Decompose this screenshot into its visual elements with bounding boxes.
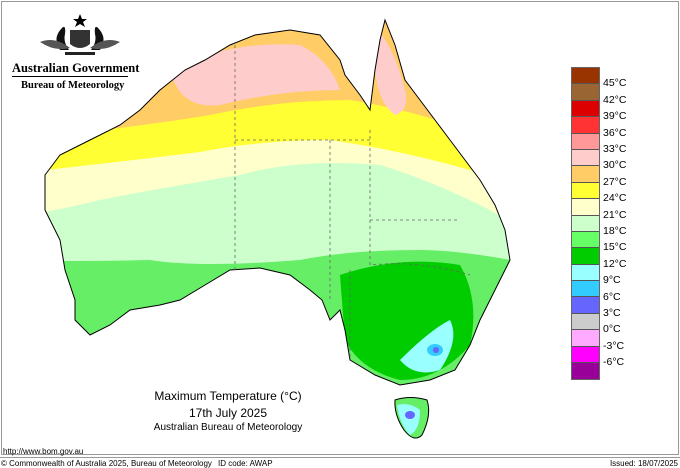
legend-swatch <box>572 68 599 85</box>
legend-label: -3°C <box>603 339 625 352</box>
map-source: Australian Bureau of Meteorology <box>153 422 303 433</box>
id-code: ID code: AWAP <box>218 459 273 468</box>
color-legend <box>571 67 600 381</box>
government-title: Australian Government <box>12 61 140 75</box>
bureau-title: Bureau of Meteorology <box>21 80 125 91</box>
legend-swatch <box>572 297 599 314</box>
legend-swatch <box>572 281 599 298</box>
band-30-33-north <box>170 44 340 106</box>
bom-url-link[interactable]: http://www.bom.gov.au <box>3 447 84 456</box>
legend-label: 3°C <box>603 307 621 319</box>
australia-coastline <box>44 18 511 386</box>
legend-swatch <box>572 182 599 200</box>
legend-label: 36°C <box>603 126 627 139</box>
legend-swatch <box>572 248 599 265</box>
legend-label: 24°C <box>603 192 627 205</box>
divider <box>12 76 128 77</box>
map-frame <box>1 1 679 455</box>
legend-swatch <box>572 117 599 134</box>
legend-label: 30°C <box>603 159 627 172</box>
band-9-12 <box>400 320 454 373</box>
coat-of-arms-logo <box>40 14 120 55</box>
legend-swatch <box>572 166 599 183</box>
legend-swatch <box>572 264 599 282</box>
temperature-map <box>44 18 511 439</box>
legend-swatch <box>572 346 599 364</box>
legend-swatch <box>572 330 599 347</box>
copyright-text: © Commonwealth of Australia 2025, Bureau… <box>1 459 212 468</box>
legend-label: 39°C <box>603 110 627 123</box>
legend-swatch <box>572 215 599 232</box>
legend-label: 18°C <box>603 225 627 237</box>
legend-swatch <box>572 133 599 150</box>
tas-band-3-6 <box>405 411 415 419</box>
legend-label: 21°C <box>603 208 627 221</box>
legend-swatch <box>572 313 599 331</box>
legend-swatch <box>572 149 599 167</box>
map-date: 17th July 2025 <box>188 406 268 420</box>
band-30-33-cape <box>375 30 407 115</box>
legend-label: 45°C <box>603 77 627 90</box>
legend-label: 42°C <box>603 93 627 106</box>
legend-label: 33°C <box>603 143 627 155</box>
band-3-6 <box>433 347 439 353</box>
legend-swatch <box>572 231 599 249</box>
issued-date: Issued: 18/07/2025 <box>609 459 678 468</box>
legend-label: 6°C <box>603 290 621 303</box>
legend-label: 12°C <box>603 257 627 270</box>
legend-label: 27°C <box>603 175 627 188</box>
legend-swatch <box>572 363 599 380</box>
map-title: Maximum Temperature (°C) <box>154 389 302 403</box>
legend-label: 15°C <box>603 241 627 254</box>
legend-label: -6°C <box>603 356 625 369</box>
legend-swatch <box>572 100 599 118</box>
legend-label: 0°C <box>603 323 621 336</box>
state-borders <box>234 45 471 360</box>
legend-swatch <box>572 84 599 101</box>
legend-swatch <box>572 199 599 216</box>
tas-band-9-12 <box>397 404 420 435</box>
legend-label: 9°C <box>603 274 621 287</box>
tasmania-coastline <box>394 397 430 439</box>
footer: © Commonwealth of Australia 2025, Bureau… <box>0 457 680 468</box>
